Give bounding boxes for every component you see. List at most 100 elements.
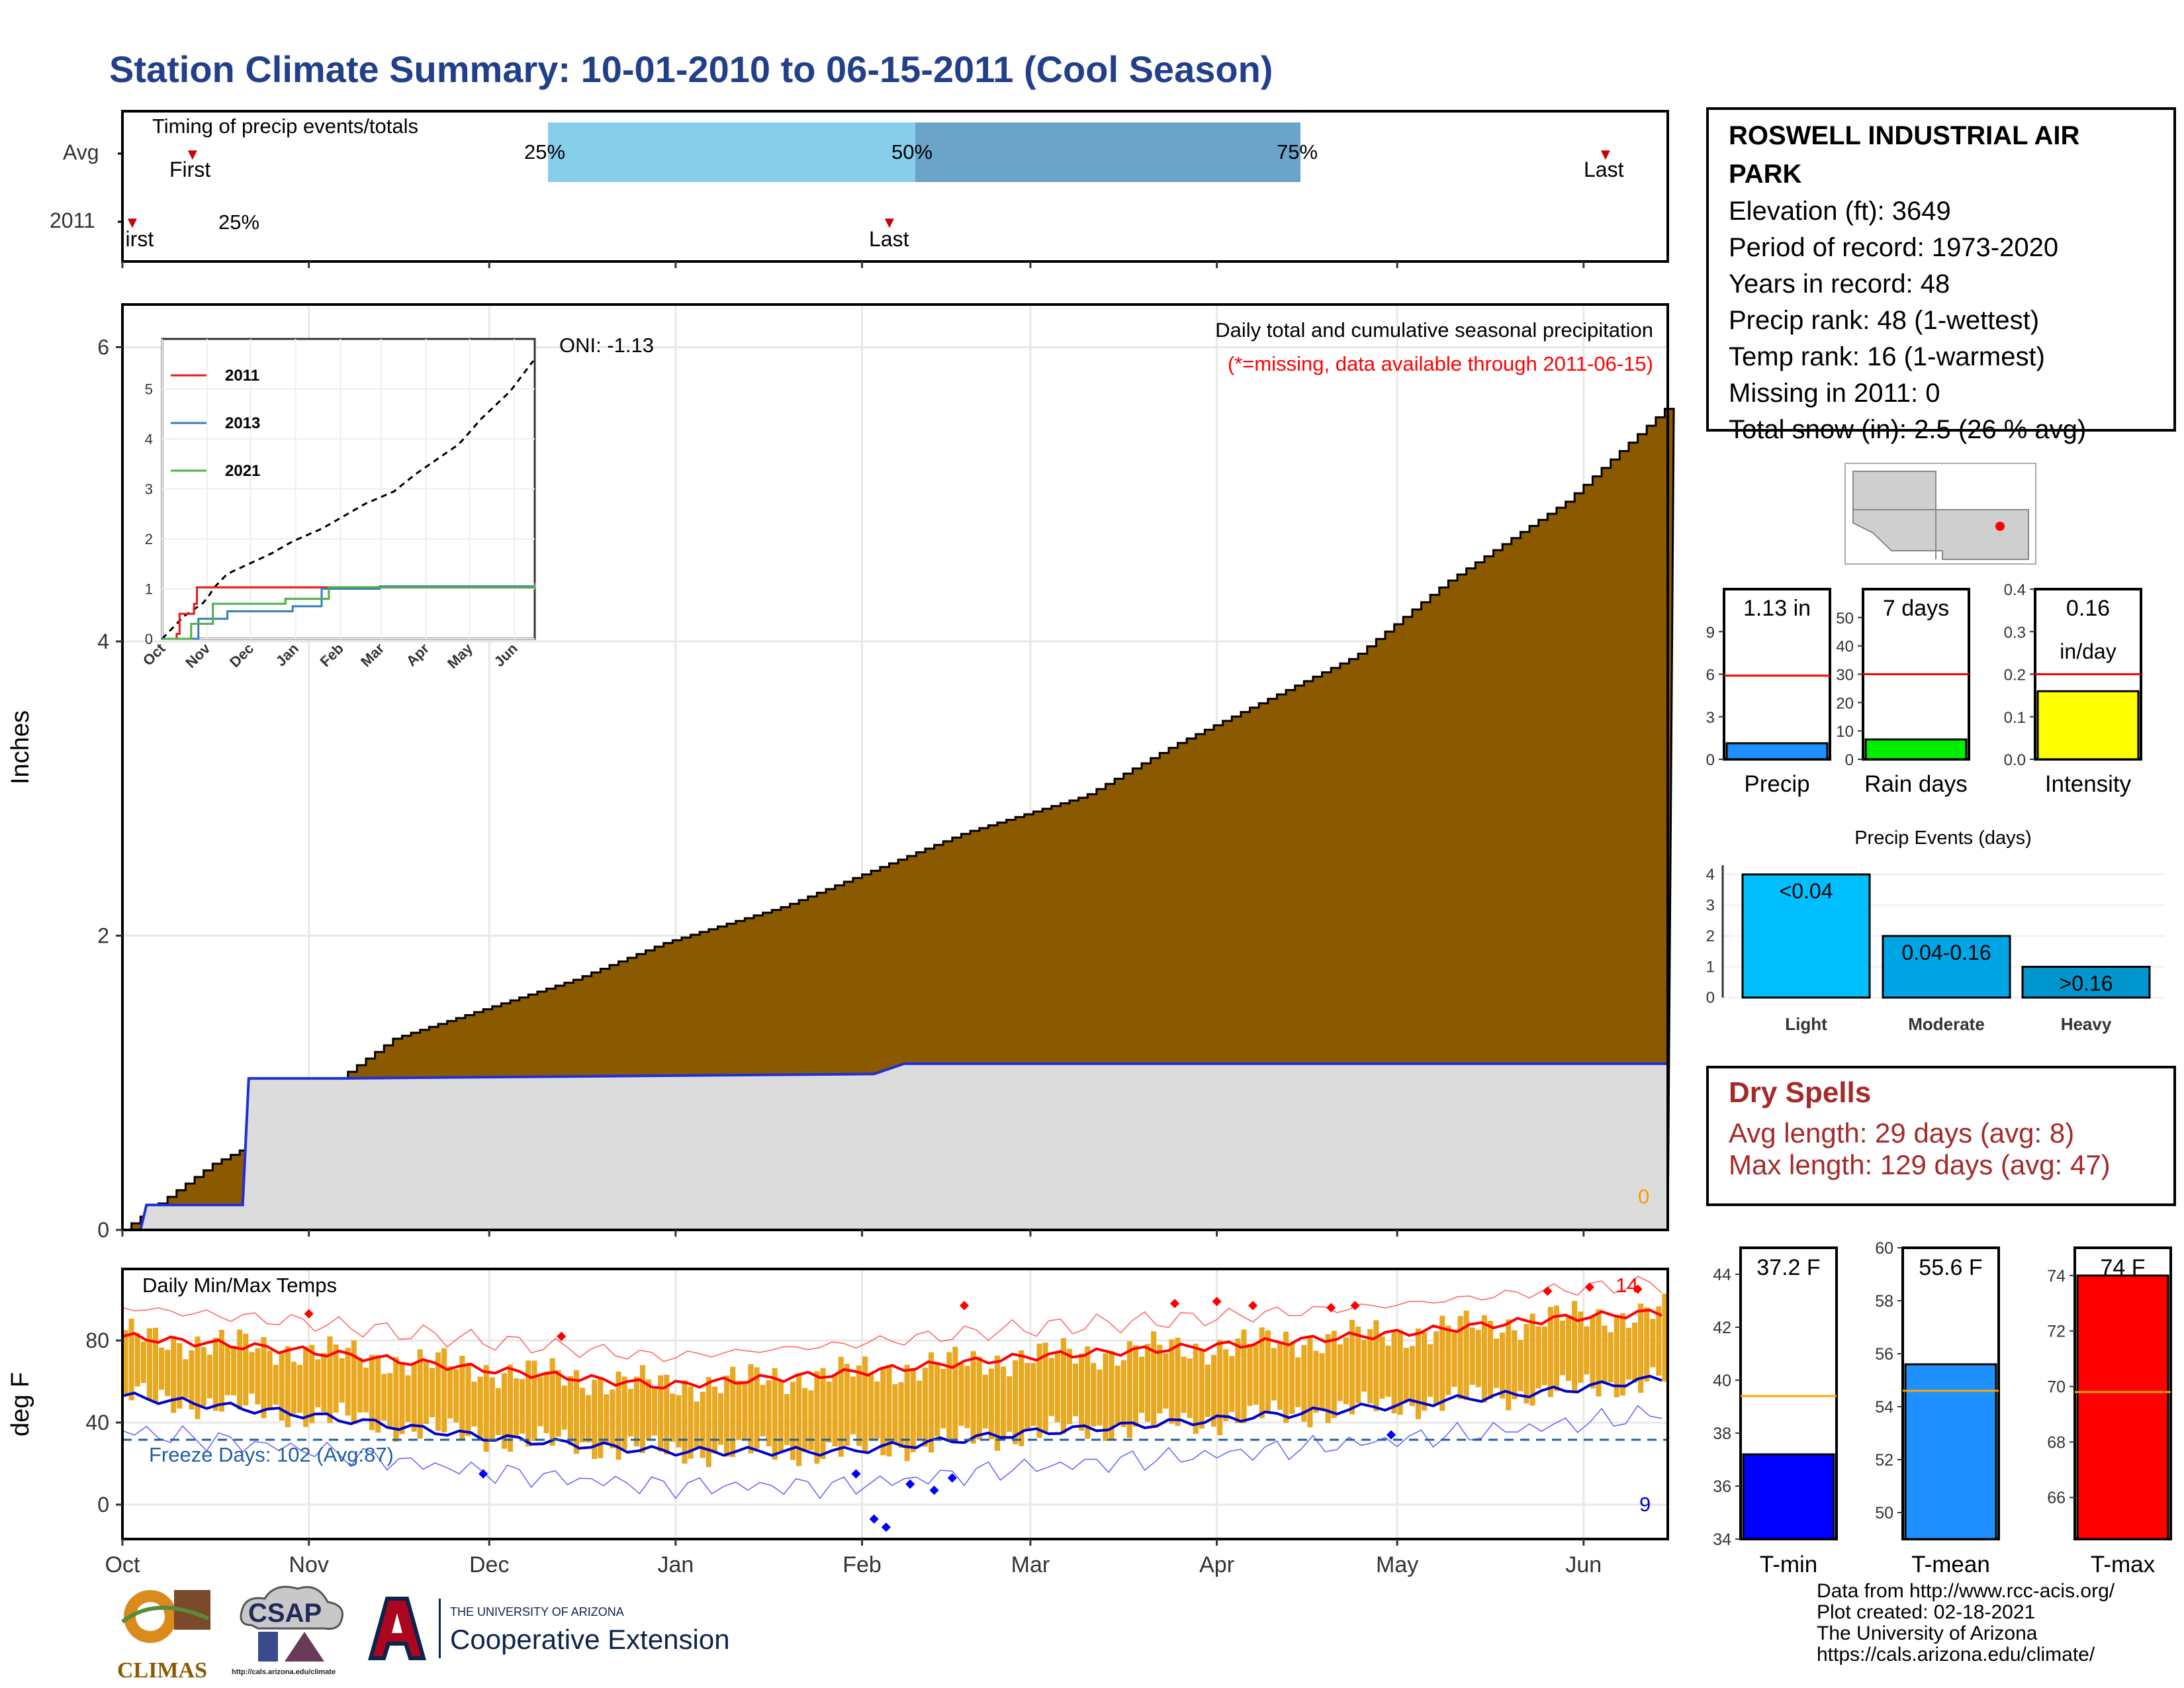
daily-temp-bar <box>465 1362 471 1436</box>
daily-temp-bar <box>610 1389 615 1448</box>
daily-temp-bar <box>279 1353 285 1421</box>
daily-temp-bar <box>1547 1307 1553 1397</box>
record-high-marker <box>1212 1297 1222 1307</box>
daily-temp-bar <box>1157 1344 1163 1414</box>
temp-panel: 0 40 80 Oct Nov Dec Jan Feb Mar Apr May Jun <box>85 1268 1669 1577</box>
daily-temp-bar <box>1295 1357 1301 1407</box>
daily-temp-bar <box>1073 1363 1079 1417</box>
daily-temp-bar <box>152 1327 159 1402</box>
avg-first-marker: ▼ <box>185 146 201 164</box>
daily-temp-bar <box>1355 1327 1361 1403</box>
daily-temp-bar <box>1301 1344 1307 1422</box>
summary-tick-label: 50 <box>1836 610 1854 628</box>
daily-temp-bar <box>537 1376 543 1427</box>
daily-temp-bar <box>904 1364 910 1462</box>
dry-spells-avg: Avg length: 29 days (avg: 8) <box>1729 1117 2075 1149</box>
summary-tick-label: 3 <box>1706 709 1715 727</box>
summary-tick-label: 0.0 <box>2004 751 2026 769</box>
daily-temp-bar <box>327 1336 333 1423</box>
temp-summary-label-2: T-max <box>2091 1552 2156 1577</box>
daily-temp-bar <box>1138 1356 1145 1413</box>
location-map <box>1844 463 2036 565</box>
events-bar-Heavy <box>2021 965 2151 999</box>
daily-temp-bar <box>922 1368 928 1447</box>
daily-temp-bar <box>1187 1358 1193 1419</box>
summary-label-2: Intensity <box>2045 771 2132 797</box>
daily-temp-bar <box>1590 1316 1596 1389</box>
daily-temp-bar <box>218 1330 224 1412</box>
daily-temp-bar <box>784 1393 790 1445</box>
daily-temp-bar <box>898 1382 904 1448</box>
y2011-first-marker: ▼ <box>124 214 140 232</box>
inset-ytick-label: 1 <box>145 581 153 598</box>
summary-bar-2 <box>2036 690 2140 761</box>
station-temp-rank: Temp rank: 16 (1-warmest) <box>1729 342 2045 371</box>
daily-temp-bar <box>838 1356 844 1457</box>
daily-temp-bar <box>471 1382 477 1427</box>
daily-temp-bar <box>1367 1329 1373 1404</box>
daily-temp-bar <box>351 1340 357 1425</box>
daily-temp-bar <box>1361 1340 1367 1392</box>
daily-temp-bar <box>1079 1353 1085 1431</box>
daily-temp-bar <box>296 1364 303 1413</box>
events-bar-Moderate <box>1882 935 2011 999</box>
inset-ytick-label: 0 <box>145 631 153 647</box>
daily-temp-bar <box>1421 1332 1428 1411</box>
daily-temp-bar <box>1451 1332 1457 1387</box>
daily-temp-bar <box>255 1348 261 1405</box>
daily-temp-bar <box>1145 1344 1151 1422</box>
climas-logo-text: CLIMAS <box>116 1658 208 1683</box>
daily-temp-bar <box>267 1350 273 1411</box>
daily-temp-bar <box>808 1390 814 1450</box>
daily-temp-bar <box>802 1387 808 1452</box>
daily-temp-bar <box>543 1371 549 1434</box>
summary-tick-label: 0.1 <box>2004 709 2026 727</box>
daily-temp-bar <box>1343 1337 1349 1405</box>
temp-summary-tick-label: 74 <box>2047 1267 2066 1286</box>
daily-temp-bar <box>964 1366 970 1429</box>
events-tick-label: 4 <box>1706 866 1715 884</box>
daily-temp-bar <box>333 1344 339 1413</box>
daily-temp-bar <box>357 1358 363 1413</box>
daily-temp-bar <box>934 1362 940 1437</box>
daily-temp-bar <box>1271 1348 1277 1401</box>
daily-temp-bar <box>195 1336 201 1419</box>
daily-temp-bar <box>206 1354 212 1399</box>
events-bar-label: <0.04 <box>1780 879 1833 903</box>
timing-label: Timing of precip events/totals <box>152 115 419 138</box>
daily-temp-bar <box>1247 1343 1253 1406</box>
temp-summary-tick-label: 72 <box>2047 1323 2066 1341</box>
daily-temp-bar <box>1054 1352 1060 1423</box>
temp-summary-value-2: 74 F <box>2100 1255 2145 1280</box>
daily-temp-bar <box>772 1368 778 1460</box>
daily-temp-bar <box>435 1352 441 1431</box>
temp-summary-tick-label: 60 <box>1875 1239 1893 1258</box>
daily-temp-bar <box>525 1360 531 1447</box>
daily-temp-bar <box>1235 1338 1241 1423</box>
inset-ytick-label: 4 <box>145 431 153 447</box>
daily-temp-bar <box>429 1368 435 1418</box>
p25-label: 25% <box>524 140 566 164</box>
daily-temp-bar <box>736 1380 742 1440</box>
daily-temp-bar <box>856 1365 862 1446</box>
daily-temp-bar <box>1265 1330 1271 1413</box>
daily-temp-bar <box>1042 1342 1048 1432</box>
dry-spells-box: Dry Spells Avg length: 29 days (avg: 8) … <box>1706 1066 2176 1206</box>
daily-temp-bar <box>694 1401 700 1448</box>
daily-temp-bar <box>621 1376 627 1450</box>
daily-temp-bar <box>1650 1319 1656 1368</box>
temp-summary-tick-label: 38 <box>1713 1425 1731 1443</box>
daily-temp-bar <box>573 1370 580 1454</box>
daily-temp-bar <box>615 1372 621 1460</box>
daily-temp-bar <box>820 1368 826 1460</box>
daily-temp-bar <box>688 1386 694 1459</box>
daily-temp-bar <box>514 1378 520 1436</box>
daily-temp-bar <box>645 1379 652 1440</box>
summary-tick-label: 0.4 <box>2004 581 2026 599</box>
daily-temp-bar <box>1662 1293 1668 1382</box>
daily-temp-bar <box>134 1333 140 1387</box>
daily-temp-bar <box>700 1391 705 1458</box>
daily-temp-bar <box>1500 1333 1506 1399</box>
daily-temp-bar <box>249 1352 255 1394</box>
